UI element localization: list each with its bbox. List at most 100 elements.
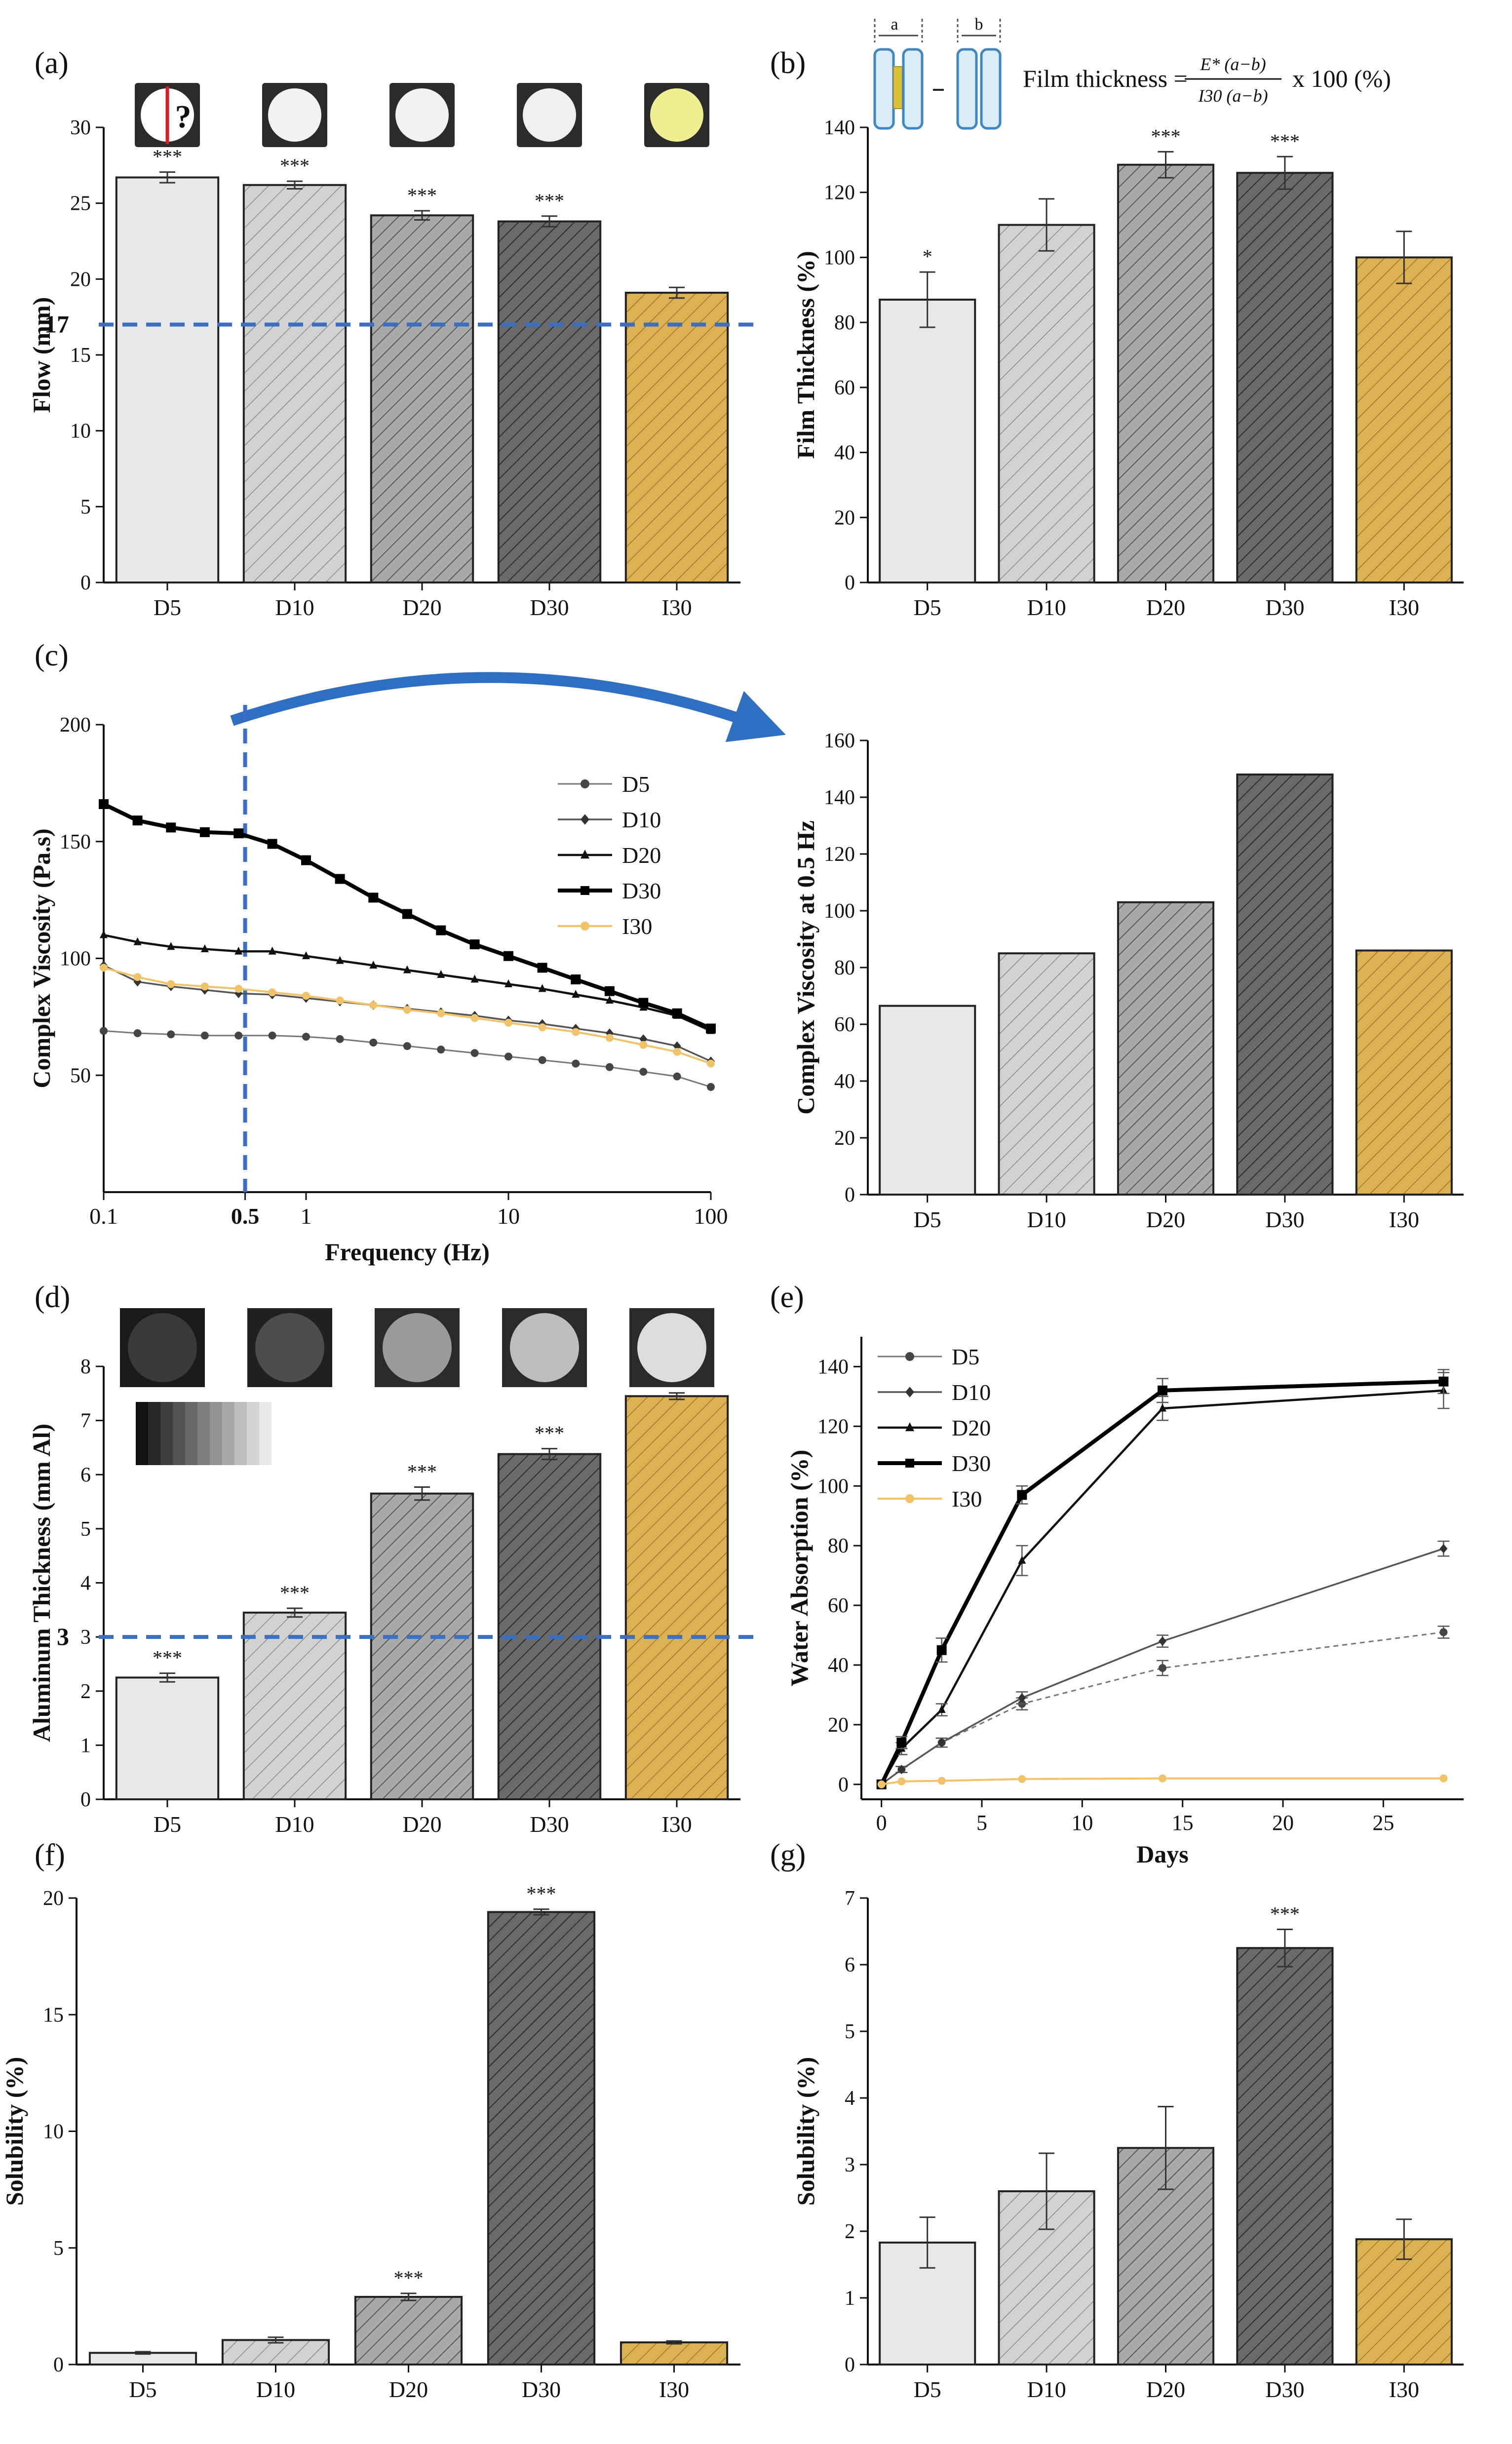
point-d30 <box>402 909 412 919</box>
y-tick-label: 6 <box>80 1464 91 1486</box>
point-i30 <box>1439 1774 1448 1783</box>
wedge-step <box>210 1402 222 1465</box>
y-tick-label: 20 <box>70 268 91 291</box>
reference-line-label: 3 <box>57 1623 69 1650</box>
x-tick-label: D30 <box>530 595 569 620</box>
legend-label: I30 <box>622 914 652 939</box>
legend-swatch-marker <box>581 850 589 859</box>
point-d5 <box>234 1031 243 1040</box>
bar-d30 <box>1236 1947 1334 2366</box>
x-tick-label: 20 <box>1272 1811 1294 1835</box>
point-d5 <box>133 1029 142 1038</box>
y-tick-label: 160 <box>824 730 855 752</box>
point-d30 <box>436 925 446 935</box>
x-tick-label: I30 <box>661 1812 692 1837</box>
x-tick-label: D5 <box>129 2377 156 2402</box>
point-d10 <box>937 1738 946 1747</box>
point-d30 <box>504 951 513 961</box>
bar-d30 <box>497 1453 602 1800</box>
y-tick-label: 0 <box>80 1788 91 1811</box>
x-tick-label: D10 <box>1027 595 1066 620</box>
y-tick-label: 100 <box>817 1475 849 1498</box>
panel-b-film-thickness-chart: (b) a b Film thickness = E* (a−b) I30 (a… <box>770 15 1464 620</box>
x-tick-label: D5 <box>914 2377 941 2402</box>
panel-d-label: (d) <box>35 1280 70 1314</box>
bar-i30 <box>624 291 729 583</box>
legend-swatch-marker <box>581 779 589 788</box>
y-tick-label: 100 <box>824 900 855 923</box>
panel-a-sample-photos: ? <box>135 83 709 147</box>
y-tick-label: 80 <box>828 1535 849 1557</box>
point-d5 <box>538 1056 546 1064</box>
wedge-step <box>197 1402 210 1465</box>
point-d20 <box>470 974 479 983</box>
point-d10 <box>897 1764 906 1775</box>
point-d5 <box>302 1033 310 1041</box>
point-i30 <box>470 1014 479 1022</box>
radiograph-disc-d10 <box>255 1313 324 1382</box>
y-tick-label: 20 <box>828 1714 849 1737</box>
point-d30 <box>267 839 277 849</box>
bar-d5 <box>115 176 220 584</box>
point-i30 <box>437 1009 445 1017</box>
significance-mark: *** <box>1151 125 1181 147</box>
y-tick-label: 10 <box>43 2121 64 2143</box>
y-tick-label: 50 <box>70 1064 91 1087</box>
x-tick-label: D10 <box>256 2377 295 2402</box>
point-d20 <box>504 979 512 987</box>
y-axis-title: Flow (mm) <box>28 297 55 413</box>
legend-label: D20 <box>622 843 661 868</box>
chart-d: 0 1 2 3 4 5 6 7 8 Aluminum Thickness (mm Al) *** D5… <box>28 1356 760 1837</box>
legend-swatch-marker <box>905 1459 914 1468</box>
x-tick-label: 0 <box>876 1811 887 1835</box>
point-d10 <box>639 1034 648 1044</box>
point-i30 <box>100 964 108 972</box>
y-tick-label: 6 <box>845 1954 855 1977</box>
y-tick-label: 5 <box>80 1518 91 1541</box>
x-tick-label: D30 <box>1265 2377 1304 2402</box>
point-d30 <box>604 986 615 996</box>
x-tick-label: D20 <box>402 595 441 620</box>
point-d30 <box>706 1023 716 1034</box>
y-tick-label: 20 <box>43 1887 64 1910</box>
point-d10 <box>1159 1636 1166 1646</box>
bar-d10 <box>242 1611 347 1800</box>
point-d5 <box>336 1035 344 1043</box>
point-d5 <box>707 1083 715 1091</box>
point-d10 <box>1439 1544 1448 1553</box>
y-tick-label: 4 <box>845 2087 855 2110</box>
point-d20 <box>302 951 310 960</box>
point-d20 <box>200 944 209 952</box>
point-d5 <box>369 1038 378 1047</box>
point-d20 <box>572 990 580 998</box>
radiograph-disc-d20 <box>383 1313 452 1382</box>
chart-a: 0 5 10 15 20 25 30 Flow (mm) *** D5 *** D10 *** D20 **… <box>28 116 760 620</box>
wedge-step <box>173 1402 185 1465</box>
point-d30 <box>99 799 109 809</box>
point-i30 <box>403 1006 411 1014</box>
point-d30 <box>233 828 244 839</box>
chart-c2: 0 20 40 60 80 100 120 140 160 Complex Viscosity a… <box>792 730 1464 1232</box>
legend-swatch-marker <box>905 1494 914 1503</box>
point-d5 <box>572 1059 580 1068</box>
point-d20 <box>403 965 411 973</box>
point-i30 <box>937 1777 946 1785</box>
chart-b: 0 20 40 60 80 100 120 140 Film Thickness (%) * D5 D… <box>792 116 1464 620</box>
bar-d10 <box>998 952 1095 1196</box>
y-axis-title: Solubility (%) <box>792 2057 819 2206</box>
bar-d30 <box>1236 774 1334 1196</box>
point-i30 <box>673 1047 681 1056</box>
point-d5 <box>605 1063 614 1071</box>
point-d30 <box>936 1645 947 1655</box>
x-tick-label: D5 <box>914 1207 941 1232</box>
y-tick-label: 8 <box>80 1356 91 1378</box>
y-tick-label: 0 <box>53 2354 64 2376</box>
point-d30 <box>896 1738 907 1748</box>
significance-mark: *** <box>1270 1902 1300 1925</box>
y-tick-label: 100 <box>60 948 91 970</box>
legend-swatch-marker <box>581 886 589 895</box>
chart-c1: 50 100 150 200 Complex Viscosity (Pa.s) 0.1 0.… <box>28 705 728 1266</box>
bar-i30 <box>1355 2238 1453 2366</box>
inset-a-label: a <box>891 15 898 34</box>
